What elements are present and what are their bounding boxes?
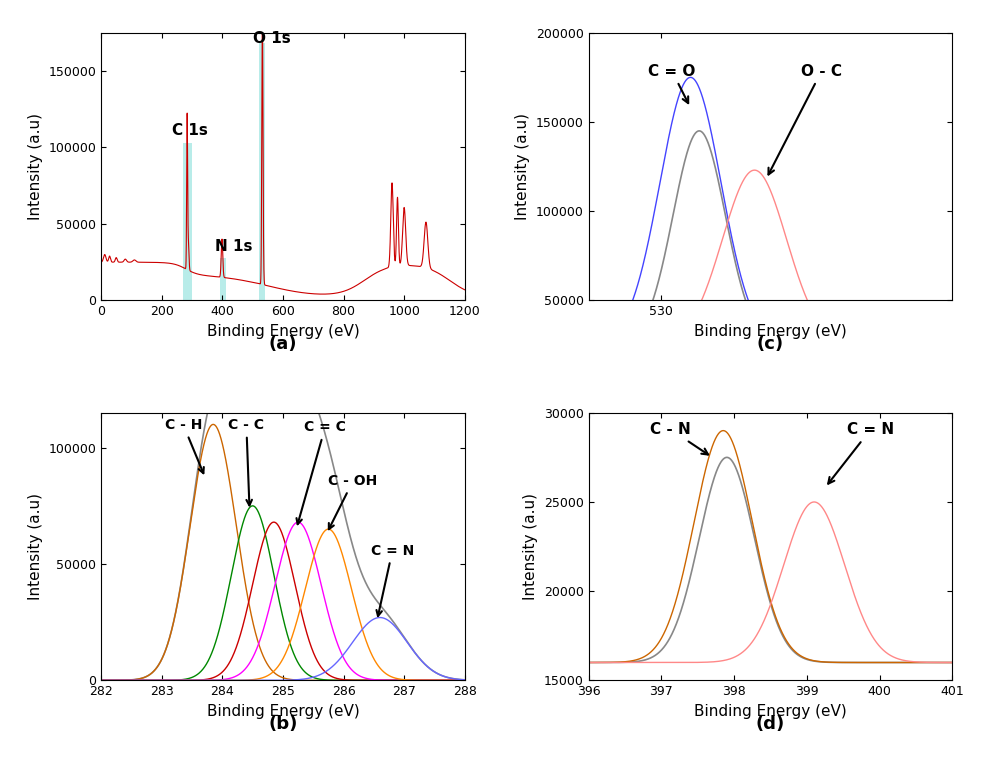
Text: C 1s: C 1s xyxy=(173,123,208,138)
X-axis label: Binding Energy (eV): Binding Energy (eV) xyxy=(694,704,847,719)
Text: C = O: C = O xyxy=(649,64,695,103)
Text: C - N: C - N xyxy=(651,423,708,454)
Text: N 1s: N 1s xyxy=(214,239,252,255)
X-axis label: Binding Energy (eV): Binding Energy (eV) xyxy=(206,704,359,719)
Text: C - C: C - C xyxy=(228,418,264,505)
X-axis label: Binding Energy (eV): Binding Energy (eV) xyxy=(694,324,847,339)
Text: C - OH: C - OH xyxy=(328,474,378,529)
Y-axis label: Intensity (a.u): Intensity (a.u) xyxy=(28,493,43,600)
Text: C = N: C = N xyxy=(371,543,414,616)
Text: (a): (a) xyxy=(269,334,298,353)
Y-axis label: Intensity (a.u): Intensity (a.u) xyxy=(524,493,539,600)
Text: (c): (c) xyxy=(757,334,784,353)
Y-axis label: Intensity (a.u): Intensity (a.u) xyxy=(516,113,531,220)
Text: C = C: C = C xyxy=(297,420,346,524)
Text: C - H: C - H xyxy=(165,418,203,473)
X-axis label: Binding Energy (eV): Binding Energy (eV) xyxy=(206,324,359,339)
Text: C = N: C = N xyxy=(828,423,894,483)
Text: O - C: O - C xyxy=(769,64,842,175)
Text: (d): (d) xyxy=(756,714,785,733)
Text: O 1s: O 1s xyxy=(253,31,291,46)
Text: (b): (b) xyxy=(268,714,298,733)
Y-axis label: Intensity (a.u): Intensity (a.u) xyxy=(28,113,43,220)
